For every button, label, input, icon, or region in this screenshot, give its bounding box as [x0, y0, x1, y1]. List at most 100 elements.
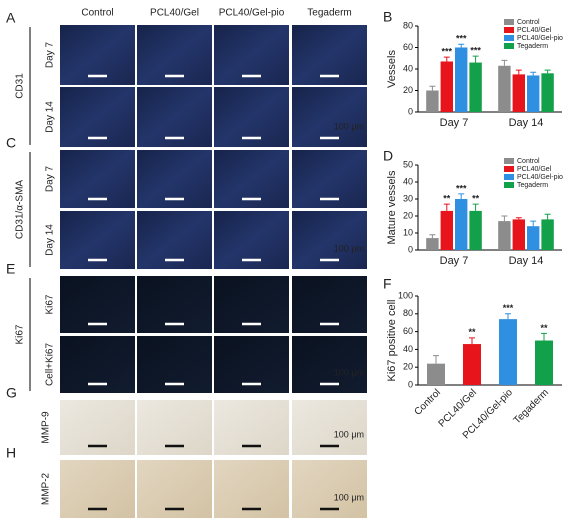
y-tick-label: 20	[403, 85, 413, 95]
bar	[527, 226, 540, 250]
significance: ***	[470, 45, 481, 55]
y-tick-label: 10	[403, 227, 413, 237]
bar	[427, 363, 445, 385]
y-tick-label: 40	[403, 176, 413, 186]
row-label: Day 14	[45, 101, 56, 133]
stain-label: CD31/α-SMA	[15, 180, 26, 239]
legend-label: Control	[517, 19, 540, 26]
scale-bar-label: 100 μm	[334, 492, 364, 502]
bar	[455, 199, 468, 250]
bar	[498, 65, 511, 112]
bar	[541, 219, 554, 250]
legend-label: Tegaderm	[517, 182, 548, 189]
significance: ***	[442, 47, 453, 57]
legend-label: Control	[517, 158, 540, 165]
legend-label: PCL40/Gel	[517, 27, 552, 34]
error-bar	[472, 55, 479, 63]
panel-letter: A	[6, 10, 16, 26]
bar	[426, 238, 439, 250]
bar	[541, 73, 554, 112]
error-bar	[530, 220, 537, 227]
error-bar	[429, 85, 436, 91]
error-bar	[443, 56, 450, 62]
row-label: Day 7	[45, 42, 56, 69]
y-tick-label: 40	[403, 344, 413, 354]
panel-letter: F	[383, 276, 392, 292]
legend-swatch	[504, 43, 514, 49]
error-bar	[530, 71, 537, 76]
legend-label: PCL40/Gel-pio	[517, 35, 563, 42]
scale-bar-label: 100 μm	[334, 367, 364, 377]
bar	[463, 344, 481, 385]
error-bar	[515, 69, 522, 75]
x-tick-label: Day 7	[440, 255, 469, 267]
scale-bar-label: 100 μm	[334, 243, 364, 253]
legend-swatch	[504, 19, 514, 25]
error-bar	[544, 69, 551, 74]
panel-letter: E	[6, 261, 15, 277]
column-header: PCL40/Gel-pio	[219, 8, 285, 19]
panel-letter: H	[6, 445, 16, 461]
error-bar	[541, 332, 547, 341]
column-header: Control	[81, 8, 113, 19]
bar	[527, 75, 540, 112]
significance: ***	[456, 34, 467, 44]
panel-letter: C	[6, 135, 16, 151]
y-tick-label: 0	[408, 379, 413, 389]
legend-swatch	[504, 166, 514, 172]
error-bar	[429, 234, 436, 239]
x-tick-label: Tegaderm	[512, 387, 551, 426]
y-axis-label: Ki67 positive cell	[386, 300, 398, 382]
legend-swatch	[504, 158, 514, 164]
column-header: Tegaderm	[307, 8, 351, 19]
panel-letter: G	[6, 385, 17, 401]
bar	[535, 340, 553, 385]
bar	[440, 61, 453, 112]
error-bar	[433, 355, 439, 364]
legend-label: Tegaderm	[517, 43, 548, 50]
error-bar	[472, 203, 479, 211]
stain-label: MMP-2	[41, 472, 52, 505]
column-header: PCL40/Gel	[150, 8, 199, 19]
error-bar	[458, 43, 465, 48]
bar	[498, 221, 511, 250]
error-bar	[544, 213, 551, 220]
x-tick-label: Control	[412, 387, 443, 418]
significance: ***	[456, 183, 467, 193]
legend-swatch	[504, 174, 514, 180]
stain-label: MMP-9	[41, 411, 52, 444]
error-bar	[515, 217, 522, 220]
y-tick-label: 80	[403, 308, 413, 318]
legend-swatch	[504, 35, 514, 41]
significance: **	[468, 327, 476, 337]
legend-label: PCL40/Gel-pio	[517, 174, 563, 181]
panel-letter: B	[383, 9, 392, 25]
y-axis-label: Vessels	[386, 50, 398, 88]
error-bar	[501, 215, 508, 222]
row-label: Ki67	[45, 294, 56, 314]
error-bar	[469, 337, 475, 345]
y-tick-label: 50	[403, 159, 413, 169]
legend-swatch	[504, 27, 514, 33]
y-tick-label: 60	[403, 326, 413, 336]
y-tick-label: 40	[403, 63, 413, 73]
y-tick-label: 0	[408, 244, 413, 254]
scale-bar-label: 100 μm	[334, 429, 364, 439]
error-bar	[458, 193, 465, 199]
bar	[512, 74, 525, 112]
y-tick-label: 100	[398, 290, 413, 300]
x-tick-label: Day 7	[440, 117, 469, 129]
bar	[499, 319, 517, 385]
significance: **	[540, 323, 548, 333]
bar	[440, 210, 453, 250]
significance: ***	[503, 303, 514, 313]
y-tick-label: 20	[403, 210, 413, 220]
row-label: Day 7	[45, 166, 56, 193]
bar	[469, 210, 482, 250]
bar	[512, 219, 525, 250]
x-tick-label: Day 14	[509, 117, 544, 129]
bar	[469, 62, 482, 112]
scale-bar-label: 100 μm	[334, 121, 364, 131]
y-tick-label: 0	[408, 106, 413, 116]
